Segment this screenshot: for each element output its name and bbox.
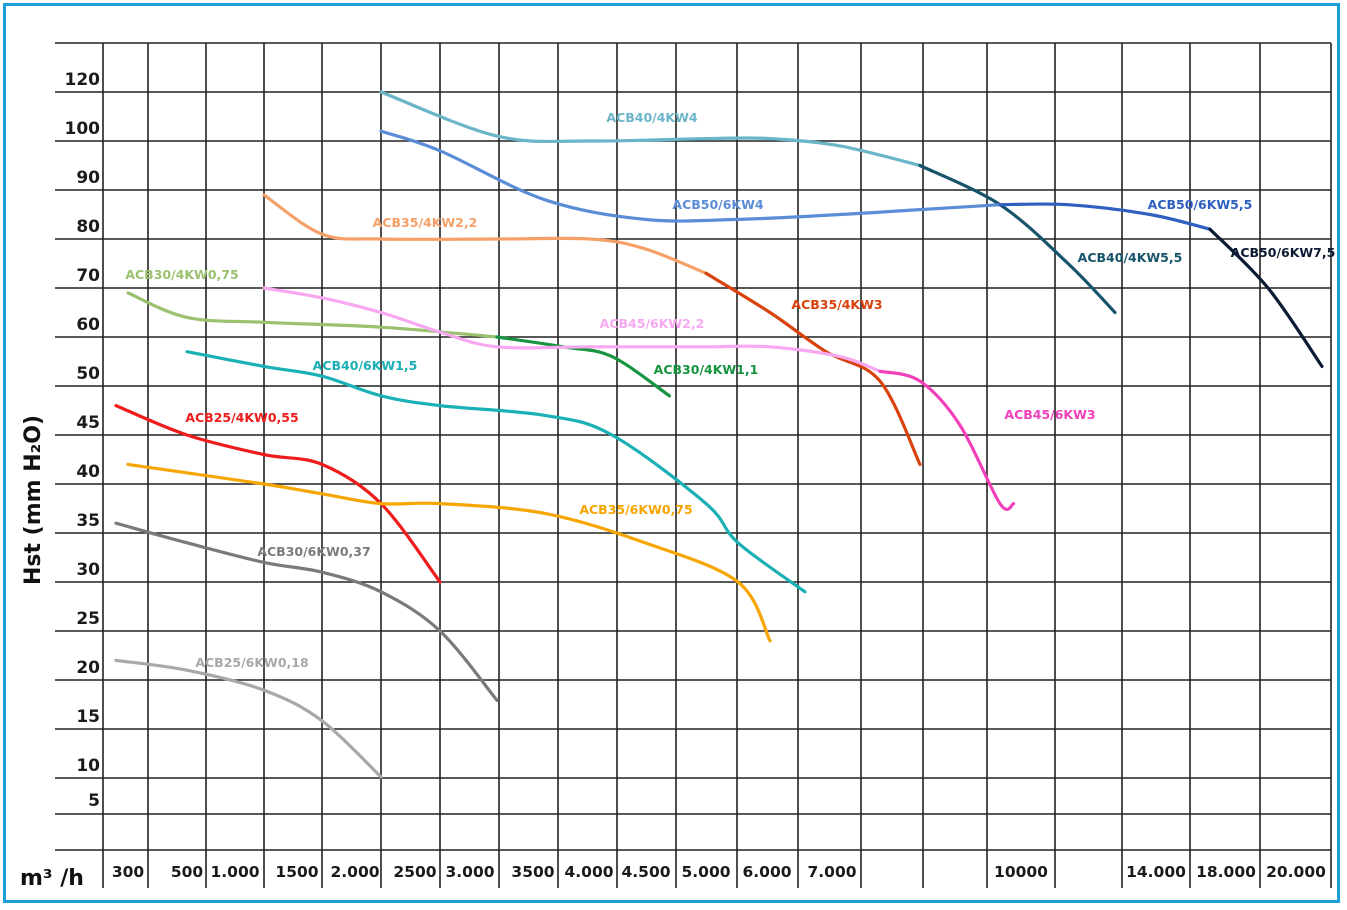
curve-acb45-6kw2-2	[262, 286, 882, 373]
curve-label: ACB50/6KW4	[672, 197, 764, 212]
x-tick-label: 2500	[393, 863, 436, 881]
y-tick-label: 10	[76, 756, 100, 776]
y-tick-labels: 120 100 90 80 70 60 50 45 40 35 30 25 20 15 10 5	[65, 70, 101, 811]
grid	[55, 42, 1332, 888]
curve-acb30-6kw0-37	[114, 521, 499, 702]
curve-label: ACB30/4KW0,75	[125, 267, 238, 282]
y-tick-label: 5	[88, 791, 100, 811]
y-tick-label: 30	[76, 560, 100, 580]
curve-label: ACB40/6KW1,5	[313, 358, 418, 373]
curve-acb30-4kw1-1	[495, 335, 671, 398]
curve-acb35-6kw0-75	[126, 462, 772, 643]
x-tick-labels: 300 500 1.000 1500 2.000 2500 3.000 3500 4.000 4.…	[112, 863, 1326, 881]
x-tick-label: 500	[171, 863, 204, 881]
curve-acb35-4kw3	[704, 271, 922, 466]
curves	[114, 90, 1324, 779]
x-tick-label: 300	[112, 863, 145, 881]
y-tick-label: 20	[76, 658, 100, 678]
y-tick-label: 60	[76, 315, 100, 335]
curve-label: ACB25/6KW0,18	[195, 655, 308, 670]
curve-acb40-6kw1-5	[185, 350, 807, 594]
curve-acb50-6kw4	[379, 129, 1002, 223]
curve-label: ACB40/4KW5,5	[1078, 250, 1183, 265]
curve-acb25-4kw0-55	[114, 404, 442, 584]
x-tick-label: 18.000	[1196, 863, 1256, 881]
curve-label: ACB35/4KW3	[791, 297, 882, 312]
curve-acb50-6kw7-5	[1208, 227, 1324, 368]
curve-label: ACB30/6KW0,37	[257, 544, 370, 559]
x-tick-label: 4.000	[564, 863, 613, 881]
x-tick-label: 6.000	[742, 863, 791, 881]
curve-acb40-4kw5-5	[918, 163, 1117, 315]
curve-acb35-4kw2-2	[262, 193, 708, 275]
x-tick-label: 2.000	[330, 863, 379, 881]
chart-frame	[3, 3, 1340, 903]
y-tick-label: 35	[76, 511, 100, 531]
curve-label: ACB25/4KW0,55	[185, 410, 298, 425]
curve-acb30-4kw0-75	[126, 291, 499, 339]
y-tick-label: 25	[76, 609, 100, 629]
y-tick-label: 80	[76, 217, 100, 237]
x-tick-label: 3.000	[445, 863, 494, 881]
x-tick-label: 7.000	[807, 863, 856, 881]
curve-label: ACB45/6KW2,2	[600, 316, 705, 331]
y-tick-label: 45	[76, 413, 100, 433]
y-tick-label: 40	[76, 462, 100, 482]
y-axis-label: Hst (mm H₂O)	[21, 415, 46, 585]
curve-label: ACB35/6KW0,75	[579, 502, 692, 517]
y-tick-label: 70	[76, 266, 100, 286]
curve-labels: ACB40/4KW4 ACB40/4KW5,5 ACB50/6KW4 ACB50/6K…	[125, 110, 1335, 670]
curve-label: ACB35/4KW2,2	[373, 215, 478, 230]
curve-acb45-6kw3	[878, 369, 1016, 511]
curve-label: ACB30/4KW1,1	[654, 362, 759, 377]
y-tick-label: 50	[76, 364, 100, 384]
x-tick-label: 3500	[511, 863, 554, 881]
curve-acb50-6kw5-5	[998, 202, 1212, 231]
curve-label: ACB50/6KW7,5	[1231, 245, 1336, 260]
x-tick-label: 10000	[994, 863, 1048, 881]
curve-label: ACB45/6KW3	[1004, 407, 1095, 422]
curve-label: ACB50/6KW5,5	[1148, 197, 1253, 212]
y-tick-label: 120	[65, 70, 101, 90]
x-tick-label: 20.000	[1266, 863, 1326, 881]
curve-label: ACB40/4KW4	[606, 110, 698, 125]
x-tick-label: 5.000	[681, 863, 730, 881]
y-tick-label: 15	[76, 707, 100, 727]
x-tick-label: 1.000	[210, 863, 259, 881]
curve-acb40-4kw4	[379, 90, 922, 168]
x-axis-label: m³ /h	[20, 866, 84, 891]
y-tick-label: 90	[76, 168, 100, 188]
y-tick-label: 100	[65, 119, 101, 139]
x-tick-label: 14.000	[1126, 863, 1186, 881]
x-tick-label: 4.500	[621, 863, 670, 881]
x-tick-label: 1500	[275, 863, 318, 881]
curve-acb25-6kw0-18	[114, 658, 383, 779]
